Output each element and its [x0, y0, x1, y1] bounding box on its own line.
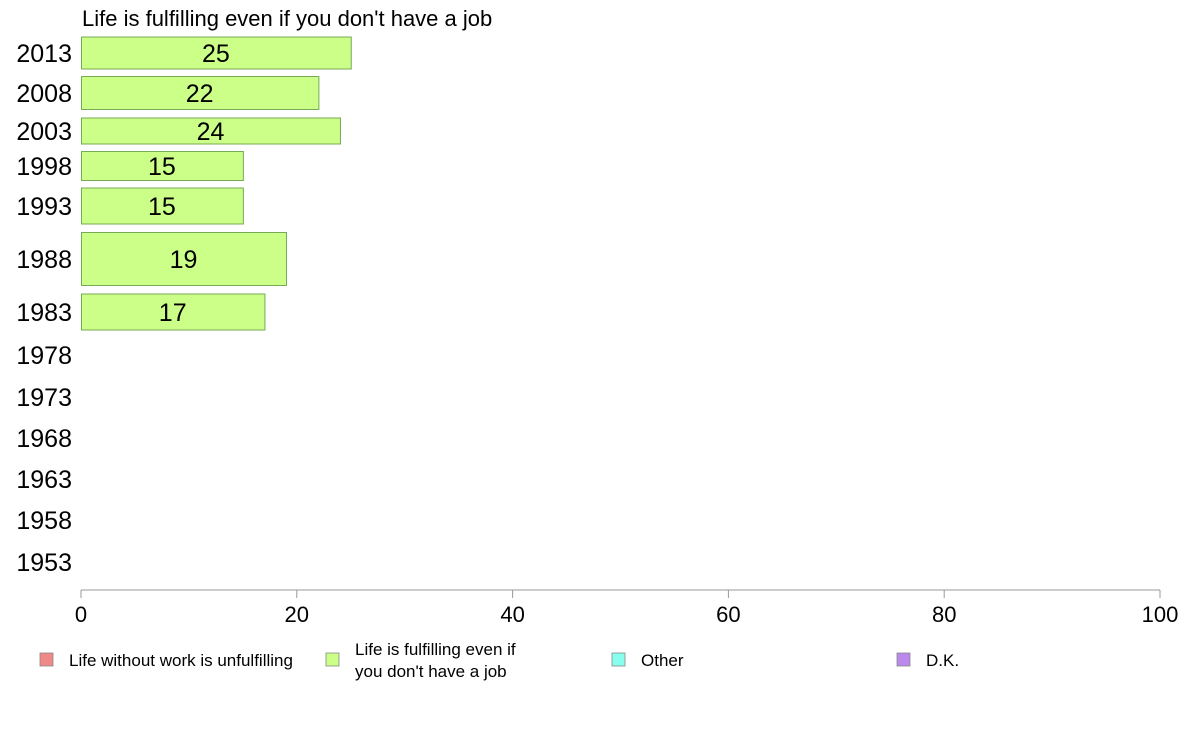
- bar-value-label: 15: [148, 153, 176, 181]
- y-tick-label: 2008: [16, 80, 72, 108]
- bar-value-label: 15: [148, 193, 176, 221]
- x-tick-label: 100: [1142, 602, 1179, 627]
- y-axis-labels: 2013 2008 2003 1998 1993 1988 1983 1978 1973 1968…: [16, 40, 72, 577]
- bar: [81, 232, 288, 286]
- x-tick-label: 0: [75, 602, 87, 627]
- x-tick-label: 20: [285, 602, 309, 627]
- y-tick-label: 1988: [16, 246, 72, 274]
- legend-item: Life is fulfilling even if you don't have…: [325, 640, 516, 681]
- bar: [81, 187, 244, 225]
- bar: [81, 151, 244, 181]
- legend-item: D.K.: [896, 651, 959, 670]
- bar-value-label: 17: [159, 299, 187, 327]
- legend-swatch: [325, 652, 340, 667]
- y-tick-label: 1993: [16, 193, 72, 221]
- y-tick-label: 2003: [16, 118, 72, 146]
- bar: [81, 117, 341, 145]
- legend-label: Other: [641, 651, 684, 670]
- x-tick-label: 40: [500, 602, 524, 627]
- legend-label: D.K.: [926, 651, 959, 670]
- bar-value-label: 22: [186, 80, 214, 108]
- x-tick-label: 80: [932, 602, 956, 627]
- y-tick-label: 1968: [16, 425, 72, 453]
- bar-value-label: 19: [170, 246, 198, 274]
- legend-label: Life without work is unfulfilling: [69, 651, 293, 670]
- bar: [81, 36, 352, 70]
- legend-swatch: [611, 652, 626, 667]
- bar: [81, 76, 320, 110]
- y-tick-label: 1973: [16, 384, 72, 412]
- x-axis: 0 20 40 60 80 100: [75, 589, 1179, 627]
- legend-label-line: you don't have a job: [355, 662, 507, 681]
- legend-swatch: [896, 652, 911, 667]
- bar-value-label: 24: [197, 118, 225, 146]
- y-tick-label: 1998: [16, 153, 72, 181]
- y-tick-label: 1953: [16, 549, 72, 577]
- x-tick-label: 60: [716, 602, 740, 627]
- legend-item: Life without work is unfulfilling: [39, 651, 293, 670]
- bar: [81, 293, 266, 331]
- bar-value-label: 25: [202, 40, 230, 68]
- y-tick-label: 1978: [16, 342, 72, 370]
- y-tick-label: 1963: [16, 466, 72, 494]
- bars-group: 25 22 24 15 15 19 17: [81, 36, 352, 331]
- legend-item: Other: [611, 651, 684, 670]
- chart-title: Life is fulfilling even if you don't hav…: [82, 6, 492, 31]
- y-tick-label: 1958: [16, 507, 72, 535]
- legend-label-line: Life is fulfilling even if: [355, 640, 516, 659]
- y-tick-label: 1983: [16, 299, 72, 327]
- y-tick-label: 2013: [16, 40, 72, 68]
- legend-swatch: [39, 652, 54, 667]
- legend: Life without work is unfulfilling Life is…: [39, 640, 959, 681]
